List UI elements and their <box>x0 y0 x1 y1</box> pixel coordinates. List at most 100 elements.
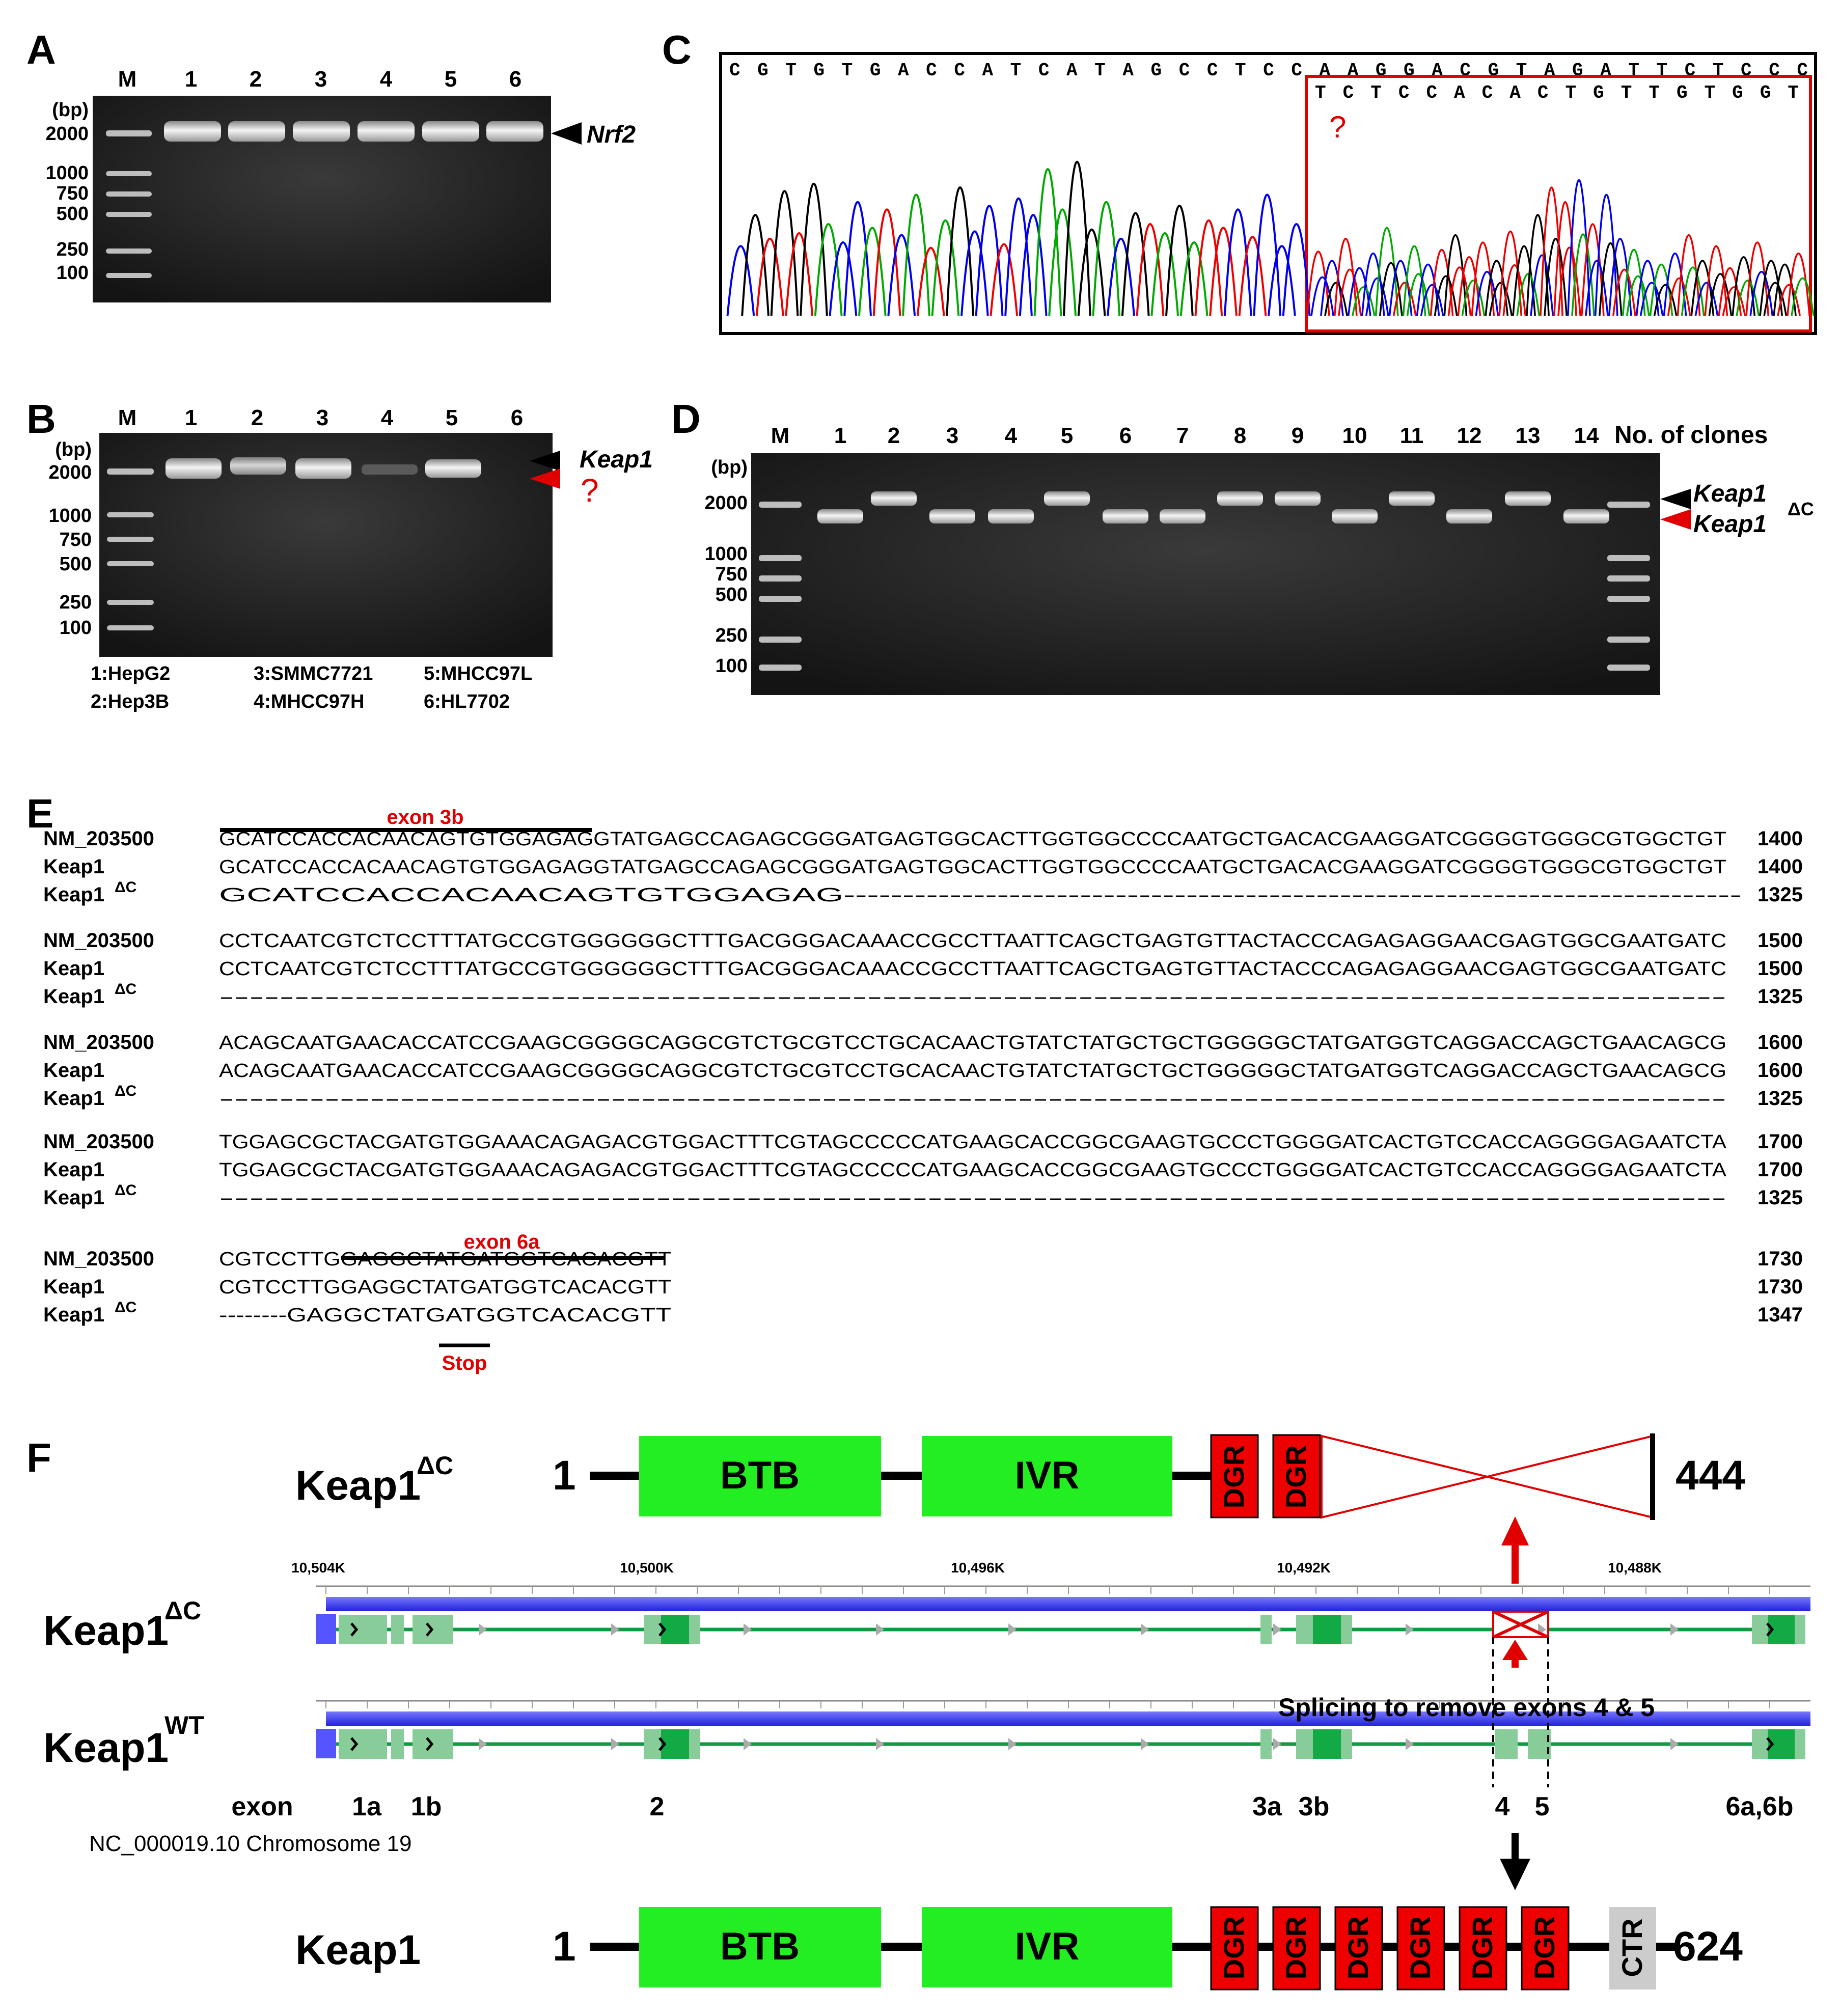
lane-label: 1 <box>185 405 197 430</box>
lane-label: 1 <box>185 67 197 92</box>
trace-peak <box>1622 248 1646 316</box>
keap1-domain-title: Keap1 <box>295 1927 421 1973</box>
lane-label: M <box>118 67 137 92</box>
dgr-label: DGR <box>1466 1916 1498 1979</box>
exon-label: 1b <box>411 1792 442 1821</box>
trace-peak <box>1194 219 1223 316</box>
exon-block <box>391 1729 404 1759</box>
trace-peak <box>770 190 799 316</box>
exon-block <box>339 1729 387 1759</box>
trace-peak <box>726 245 755 316</box>
trace-peak <box>1406 273 1431 316</box>
trace-peak <box>1447 266 1472 316</box>
cell-line-legend: 3:SMMC7721 <box>254 663 373 684</box>
btb-domain <box>639 1907 881 1987</box>
lane-label: 3 <box>315 67 327 92</box>
trace-peak <box>1553 201 1577 316</box>
trace-peak <box>1475 270 1499 316</box>
trace-peak <box>858 227 887 316</box>
up-arrow-icon <box>1501 1516 1529 1545</box>
strand-arrow-icon <box>1670 1623 1679 1636</box>
trace-peak <box>1434 275 1458 316</box>
strand-arrow-icon <box>479 1623 487 1636</box>
trace-peak <box>887 234 916 316</box>
ladder-band <box>759 575 802 582</box>
trace-peak <box>1773 263 1797 316</box>
trace-peak <box>1749 270 1774 316</box>
dgr-label: DGR <box>1218 1445 1250 1508</box>
alignment-position: 1347 <box>1757 1304 1803 1326</box>
trace-peak <box>1165 205 1194 316</box>
trace-peak <box>800 183 828 316</box>
ladder-label: 250 <box>57 239 89 260</box>
residue-end: 444 <box>1676 1452 1745 1499</box>
deletion-cross-icon <box>1321 1434 1654 1519</box>
trace-peak <box>1365 278 1389 316</box>
trace-peak <box>1223 208 1252 316</box>
trace-peak <box>1019 214 1048 316</box>
gene-span-bar <box>326 1597 1810 1611</box>
alignment-position: 1400 <box>1757 827 1803 850</box>
exon-label: 3b <box>1299 1792 1330 1821</box>
gene-start-cap <box>316 1729 336 1758</box>
delta-c-superscript: ΔC <box>115 1083 136 1099</box>
strand-arrow-icon <box>1273 1738 1281 1750</box>
cell-line-legend: 5:MHCC97L <box>424 663 532 684</box>
cell-line-legend: 2:Hep3B <box>91 691 169 712</box>
lane-label: 14 <box>1574 423 1599 448</box>
residue-start: 1 <box>553 1923 576 1970</box>
trace-peak <box>1557 246 1581 316</box>
trace-peak <box>1498 230 1522 316</box>
dgr-domain <box>1272 1906 1321 1991</box>
trace-peak <box>1612 268 1636 316</box>
band-arrow-icon <box>551 122 582 145</box>
lane-label: 3 <box>946 423 958 448</box>
ladder-label: 750 <box>60 529 92 550</box>
alignment-sequence: --------GAGGCTATGATGGTCACACGTT <box>219 1305 671 1326</box>
sequence-alignment: NM_203500 GCATCCACCACAACAGTGTGGAGAGGTATGA… <box>43 827 1803 1326</box>
ladder-label: 1000 <box>704 543 748 565</box>
gel-image <box>751 453 1660 695</box>
lane-label: 11 <box>1400 423 1424 448</box>
trace-peak <box>1077 228 1106 316</box>
stop-codon-label: Stop <box>442 1352 487 1374</box>
lane-label: 4 <box>1005 423 1018 448</box>
exon-label: 6a,6b <box>1726 1792 1794 1821</box>
clone-band <box>1103 509 1148 523</box>
dgr-domain <box>1334 1906 1383 1991</box>
trace-peak <box>1268 245 1296 316</box>
lane-label: M <box>118 405 137 430</box>
ctr-domain <box>1609 1907 1656 1990</box>
alignment-row-name: Keap1 <box>43 1087 104 1110</box>
ladder-label: 100 <box>57 262 89 284</box>
trace-peak <box>1540 186 1563 316</box>
panel-b-label: B <box>26 396 56 441</box>
delta-c-superscript: ΔC <box>417 1451 453 1480</box>
exon-label: 5 <box>1535 1792 1550 1821</box>
chevron-right-icon <box>350 1737 359 1751</box>
ladder-label: 100 <box>716 655 748 677</box>
lane-label: 6 <box>1119 423 1132 448</box>
dgr-label: DGR <box>1280 1445 1312 1508</box>
chevron-right-icon <box>1766 1737 1774 1751</box>
ladder-label: 1000 <box>48 505 92 527</box>
alignment-sequence: ----------------------------------------… <box>219 986 1726 1008</box>
exon-6a-label: exon 6a <box>464 1231 540 1253</box>
ladder-label: 2000 <box>704 492 748 514</box>
alignment-position: 1400 <box>1757 855 1803 878</box>
chromatogram-traces <box>726 160 1815 316</box>
ladder-band <box>759 555 802 561</box>
strand-arrow-icon <box>1008 1623 1017 1636</box>
ladder-band <box>759 502 802 508</box>
trace-peak <box>1489 282 1513 316</box>
strand-arrow-icon <box>876 1738 884 1750</box>
clone-band <box>1446 509 1492 523</box>
dgr-label: DGR <box>1342 1916 1374 1979</box>
dgr-domain <box>1210 1906 1259 1991</box>
trace-peak <box>1763 282 1788 316</box>
strand-arrow-icon <box>876 1623 884 1636</box>
ladder-band <box>1607 575 1650 582</box>
alignment-sequence: ACAGCAATGAACACCATCCGAAGCGGGGCAGGCGTCTGCG… <box>219 1060 1726 1082</box>
trace-peak <box>1653 284 1678 316</box>
lane-label: 9 <box>1292 423 1304 448</box>
